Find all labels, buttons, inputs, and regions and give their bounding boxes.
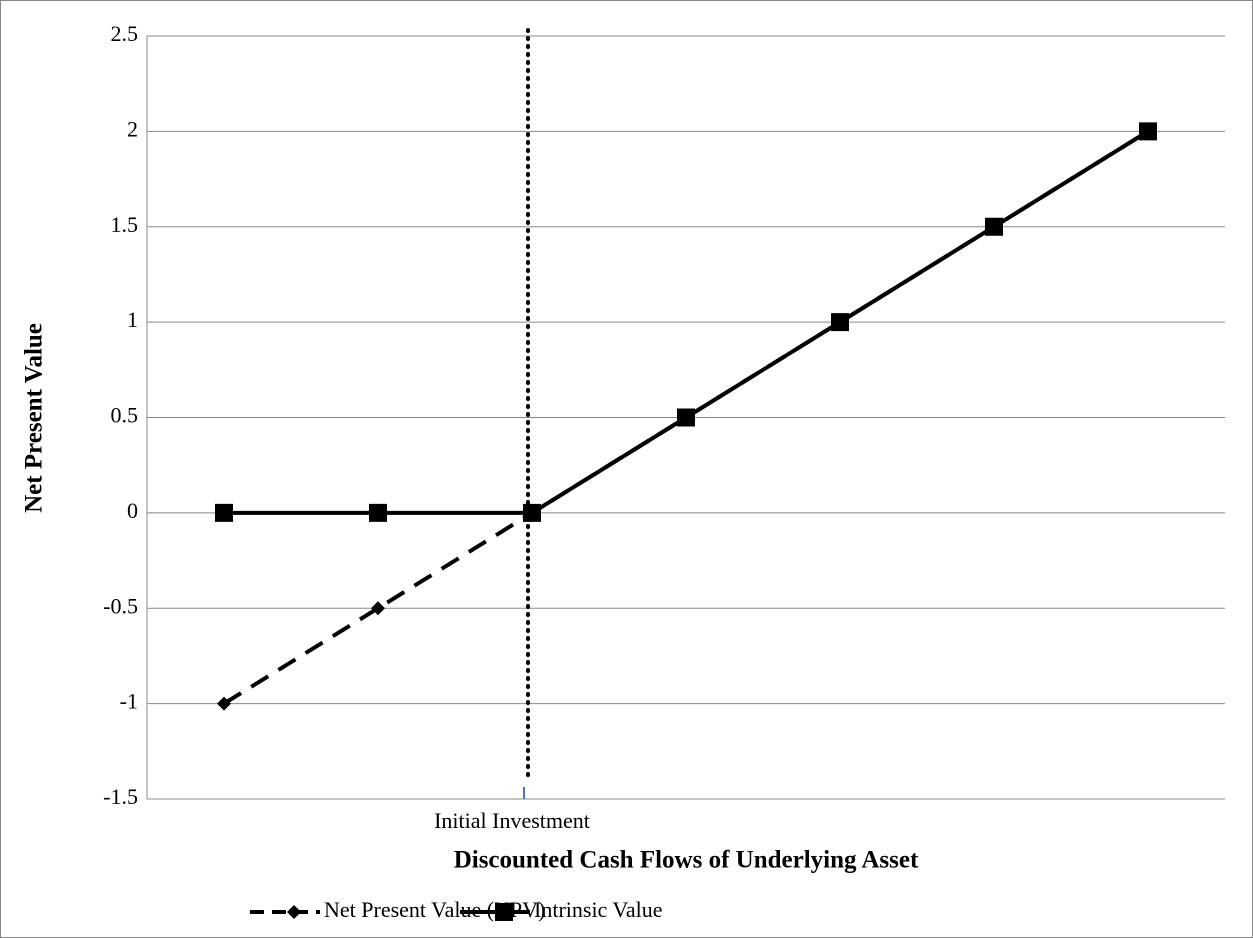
y-tick-label: 0.5	[111, 403, 139, 428]
marker	[369, 503, 387, 522]
y-tick-label: 2.5	[111, 21, 139, 46]
y-tick-label: -1.5	[103, 784, 138, 809]
y-tick-label: 0	[127, 498, 138, 523]
marker	[495, 903, 513, 921]
marker	[677, 408, 695, 427]
marker	[985, 217, 1003, 236]
marker	[371, 601, 385, 616]
y-tick-label: -1	[120, 689, 138, 714]
marker	[1139, 122, 1157, 141]
marker	[287, 905, 301, 919]
marker	[217, 696, 231, 711]
legend-label: Intrinsic Value	[534, 897, 663, 922]
marker	[831, 313, 849, 332]
y-axis-title: Net Present Value	[21, 323, 48, 513]
y-tick-label: 1	[127, 307, 138, 332]
marker	[215, 503, 233, 522]
x-tick-label: Initial Investment	[434, 808, 590, 833]
y-tick-label: 1.5	[111, 212, 139, 237]
marker	[523, 503, 541, 522]
y-tick-label: 2	[127, 116, 138, 141]
y-tick-label: -0.5	[103, 593, 138, 618]
x-axis-title: Discounted Cash Flows of Underlying Asse…	[454, 847, 919, 874]
